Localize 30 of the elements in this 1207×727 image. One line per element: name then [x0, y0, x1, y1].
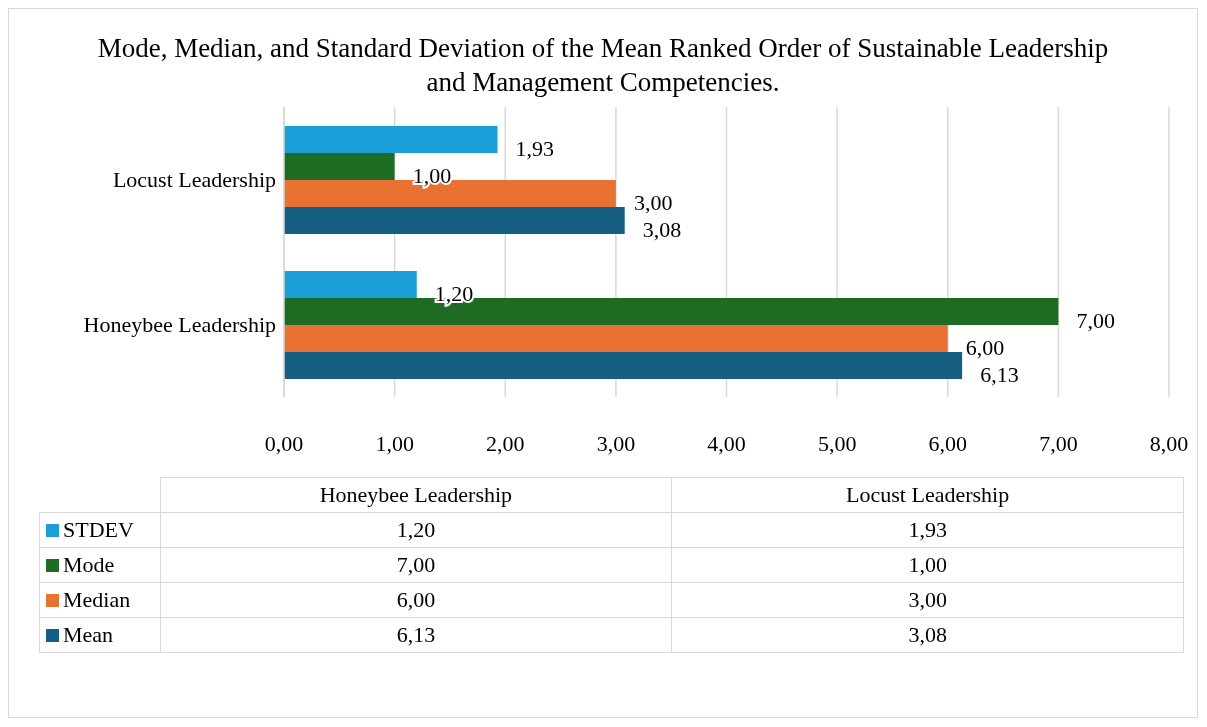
x-tick-label: 0,00: [264, 430, 304, 456]
legend-label: Mode: [39, 547, 160, 583]
chart-title: Mode, Median, and Standard Deviation of the Mean Ranked Order of Sustainable Leadership and Management Competencies.: [96, 32, 1110, 99]
data-label: 6,13: [980, 361, 1019, 387]
text: 3,08: [908, 622, 947, 647]
x-tick-label: 3,00: [596, 430, 636, 456]
data-label: 1,93: [515, 135, 555, 161]
text: 6,00: [396, 587, 436, 612]
text: 1,20: [396, 517, 436, 542]
category-label: Locust Leadership: [846, 482, 1010, 507]
data-label: 6,00: [965, 334, 1005, 360]
x-tick-label: 6,00: [928, 430, 967, 456]
x-tick-label: 2,00: [486, 430, 525, 456]
x-tick-label: 8,00: [1149, 430, 1189, 456]
x-tick-label: 4,00: [707, 430, 746, 456]
data-label: 3,08: [642, 216, 682, 242]
x-tick-label: 7,00: [1039, 430, 1078, 456]
text: 7,00: [396, 552, 436, 577]
data-label: 7,00: [1076, 307, 1115, 333]
legend-label: Mean: [39, 617, 160, 653]
text: 1,93: [908, 517, 947, 542]
x-tick-label: 1,00: [375, 430, 414, 456]
category-label: Honeybee Leadership: [319, 482, 513, 507]
legend-label: STDEV: [39, 512, 160, 548]
data-label: 3,00: [633, 189, 673, 215]
x-tick-label: 5,00: [817, 430, 857, 456]
text: 3,00: [908, 587, 947, 612]
text: 1,00: [908, 552, 947, 577]
legend-label: Median: [39, 582, 160, 618]
text: 6,13: [396, 622, 436, 647]
